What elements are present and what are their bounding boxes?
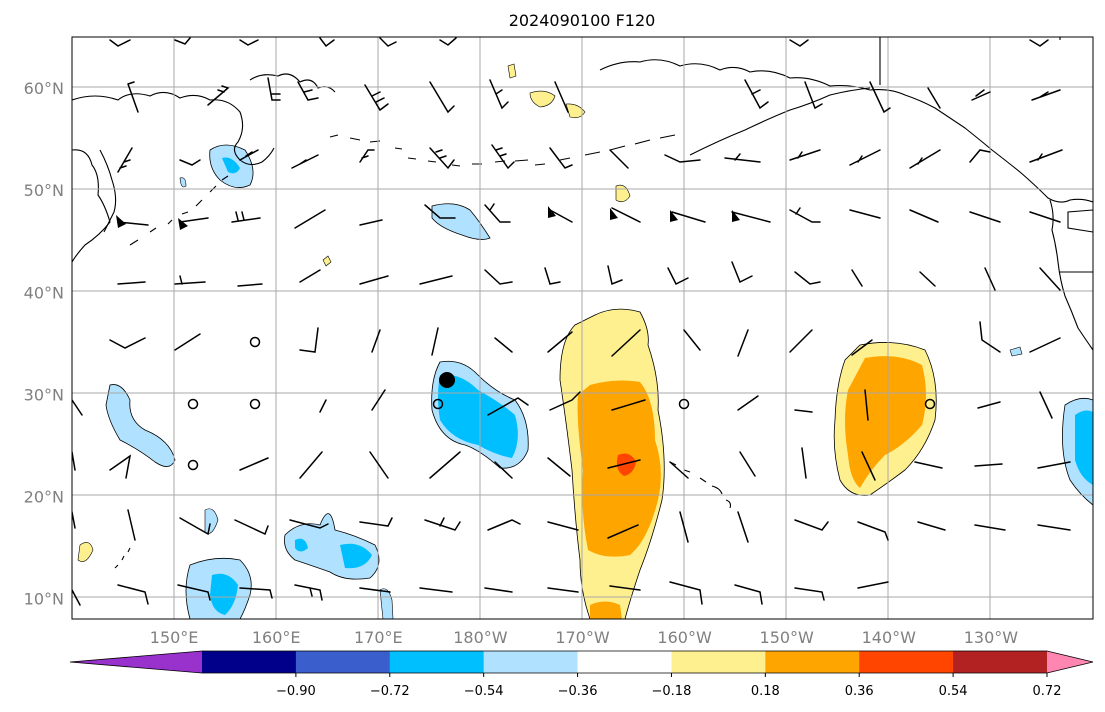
lat-tick-label: 30°N [24, 385, 64, 404]
wind-barb-row-5 [117, 261, 1061, 291]
hawaii [669, 461, 732, 509]
lat-tick-label: 60°N [24, 79, 64, 98]
colorbar-tick-label: 0.36 [845, 684, 874, 699]
colorbar-tick-label: 0.54 [939, 684, 968, 699]
lon-tick-label: 160°W [657, 628, 712, 647]
alaska-peninsula [689, 87, 871, 156]
kamchatka-peninsula [72, 149, 111, 263]
positive-anomaly-central-max [616, 453, 636, 476]
wind-barb-row-2 [127, 77, 1061, 114]
colorbar-segment [483, 651, 579, 673]
colorbar-tick-label: 0.72 [1033, 684, 1062, 699]
positive-anomaly-small-6 [507, 63, 517, 79]
wind-barb-row-7 [72, 389, 1053, 421]
positive-anomaly-small-4 [77, 542, 94, 562]
colorbar-segment [389, 651, 485, 673]
negative-anomaly-southwest-core [295, 538, 372, 569]
lat-tick-label: 10°N [24, 590, 64, 609]
kamchatka-east [99, 149, 117, 233]
lon-tick-label: 140°W [862, 628, 917, 647]
coastlines [72, 37, 1093, 569]
colorbar-extension-high [1047, 651, 1093, 673]
lat-tick-label: 20°N [24, 487, 64, 506]
figure-title: 2024090100 F120 [509, 11, 656, 30]
lon-tick-label: 170°E [354, 628, 403, 647]
gridlines [72, 37, 1093, 619]
map-frame [71, 36, 1094, 620]
wind-barbs [72, 37, 1071, 606]
wind-barb-row-10 [72, 581, 889, 606]
lon-tick-label: 160°E [252, 628, 301, 647]
colorbar-outline [69, 650, 1094, 674]
lat-tick-label: 40°N [24, 283, 64, 302]
wind-barb-row-8 [72, 447, 1071, 481]
colorbar-tick-label: 0.18 [751, 684, 780, 699]
negative-anomaly-west [105, 384, 176, 467]
colorbar-segment [671, 651, 766, 673]
wind-barb-flags [116, 206, 740, 230]
colorbar-segment [577, 651, 672, 673]
colorbar-segment [953, 651, 1048, 673]
lon-tick-label: 170°W [555, 628, 610, 647]
colorbar-tick-label: −0.18 [652, 684, 692, 699]
wind-barb-row-1 [109, 37, 1049, 48]
colorbar-segment [859, 651, 954, 673]
black-circle-marker [439, 372, 455, 388]
colorbar-segment [765, 651, 860, 673]
wind-barb-row-6 [109, 321, 1061, 357]
lon-tick-label: 150°E [150, 628, 199, 647]
negative-anomaly-aleutian [431, 203, 491, 240]
lon-axis-labels: 150°E 160°E 170°E 180°W 170°W 160°W 150°W 140°W… [150, 628, 1018, 647]
colorbar-extension-low [70, 651, 202, 673]
aleutians [329, 134, 676, 167]
calm-wind-circles [187, 336, 936, 471]
wind-barb-row-3 [117, 144, 1063, 173]
map-area [72, 37, 1093, 619]
negative-anomaly-small-4 [379, 588, 394, 619]
negative-anomaly-south-core [210, 573, 238, 615]
positive-anomaly-small-2 [565, 103, 586, 119]
positive-anomaly-east-core [845, 356, 926, 488]
negative-anomaly-center-core [438, 374, 518, 458]
negative-anomaly-small-3 [1009, 346, 1023, 357]
negative-anomaly-small-2 [179, 177, 187, 188]
kuril-islands [129, 175, 229, 246]
colorbar: −0.90 −0.72 −0.54 −0.36 −0.18 0.18 0.36 0.54 0.7… [69, 650, 1094, 699]
marianas [114, 547, 131, 569]
bc-coast [1067, 209, 1093, 233]
west-coast-na [1049, 199, 1093, 351]
alaska-west [599, 59, 871, 91]
colorbar-tick-label: −0.36 [558, 684, 598, 699]
alaska-gulf [869, 89, 1093, 203]
colorbar-segment [295, 651, 391, 673]
lat-tick-label: 50°N [24, 181, 64, 200]
lon-tick-label: 180°W [453, 628, 508, 647]
positive-anomaly-small-5 [322, 255, 332, 267]
lon-tick-label: 150°W [760, 628, 815, 647]
colorbar-tick-label: −0.72 [370, 684, 410, 699]
colorbar-segment [202, 651, 297, 673]
lon-tick-label: 130°W [964, 628, 1019, 647]
lat-axis-labels: 60°N 50°N 40°N 30°N 20°N 10°N [24, 79, 64, 609]
negative-anomaly-bering-core [222, 157, 240, 174]
colorbar-tick-label: −0.54 [464, 684, 504, 699]
negative-anomaly-east-edge-core [1075, 410, 1093, 485]
positive-anomaly-small-1 [529, 90, 556, 108]
positive-anomaly-bottom [590, 601, 622, 619]
wind-barb-row-9 [72, 509, 1071, 543]
colorbar-tick-label: −0.90 [276, 684, 316, 699]
wind-barb-row-4 [117, 203, 1061, 229]
